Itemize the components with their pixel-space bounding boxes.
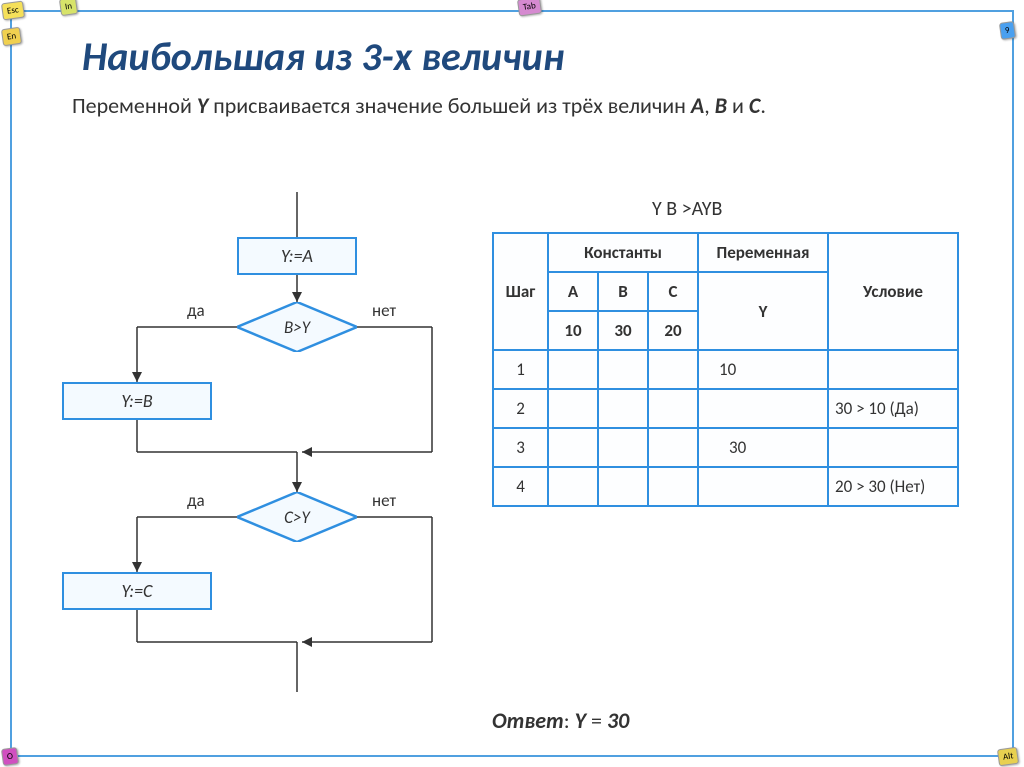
th-var: Переменная bbox=[698, 233, 828, 272]
th-consts: Константы bbox=[548, 233, 698, 272]
label-yes-2: да bbox=[187, 490, 205, 511]
val-a: 10 bbox=[548, 311, 598, 350]
decorative-key: Esc bbox=[1, 1, 25, 21]
val-c: 20 bbox=[648, 311, 698, 350]
flow-diamond-c-gt-y: C>Y bbox=[237, 492, 357, 542]
table-row: 2 30 > 10 (Да) bbox=[493, 389, 958, 428]
decorative-key: 9 bbox=[999, 21, 1016, 40]
answer-line: Ответ: Y = 30 bbox=[492, 707, 629, 734]
table-row: 1 10 bbox=[493, 350, 958, 389]
decorative-key: Alt bbox=[997, 747, 1019, 767]
table-row: 4 20 > 30 (Нет) bbox=[493, 467, 958, 506]
label-no-2: нет bbox=[372, 490, 396, 511]
decorative-key: O bbox=[1, 747, 19, 766]
decorative-key: In bbox=[59, 0, 78, 16]
flowchart: Y:=A B>Y Y:=B C>Y Y:=C да нет да нет bbox=[42, 192, 472, 712]
th-y: Y bbox=[698, 272, 828, 350]
slide-title: Наибольшая из 3-х величин bbox=[82, 32, 1012, 81]
flow-box-assign-c: Y:=C bbox=[62, 572, 212, 610]
label-no-1: нет bbox=[372, 300, 396, 321]
flow-box-assign-b: Y:=B bbox=[62, 382, 212, 420]
description: Переменной Y присваивается значение боль… bbox=[42, 91, 982, 121]
decorative-key: En bbox=[1, 27, 22, 46]
th-c: C bbox=[648, 272, 698, 311]
label-yes-1: да bbox=[187, 300, 205, 321]
slide-frame: Наибольшая из 3-х величин Переменной Y п… bbox=[10, 10, 1014, 757]
th-a: A bbox=[548, 272, 598, 311]
val-b: 30 bbox=[598, 311, 648, 350]
overlay-condition-text: Y B >AYB bbox=[652, 197, 722, 221]
table-row: 3 30 bbox=[493, 428, 958, 467]
flow-diamond-b-gt-y: B>Y bbox=[237, 302, 357, 352]
flow-box-assign-a: Y:=A bbox=[237, 237, 357, 275]
th-cond: Условие bbox=[828, 233, 958, 350]
th-b: B bbox=[598, 272, 648, 311]
trace-table: Шаг Константы Переменная Условие A B C Y… bbox=[492, 232, 959, 507]
th-step: Шаг bbox=[493, 233, 548, 350]
